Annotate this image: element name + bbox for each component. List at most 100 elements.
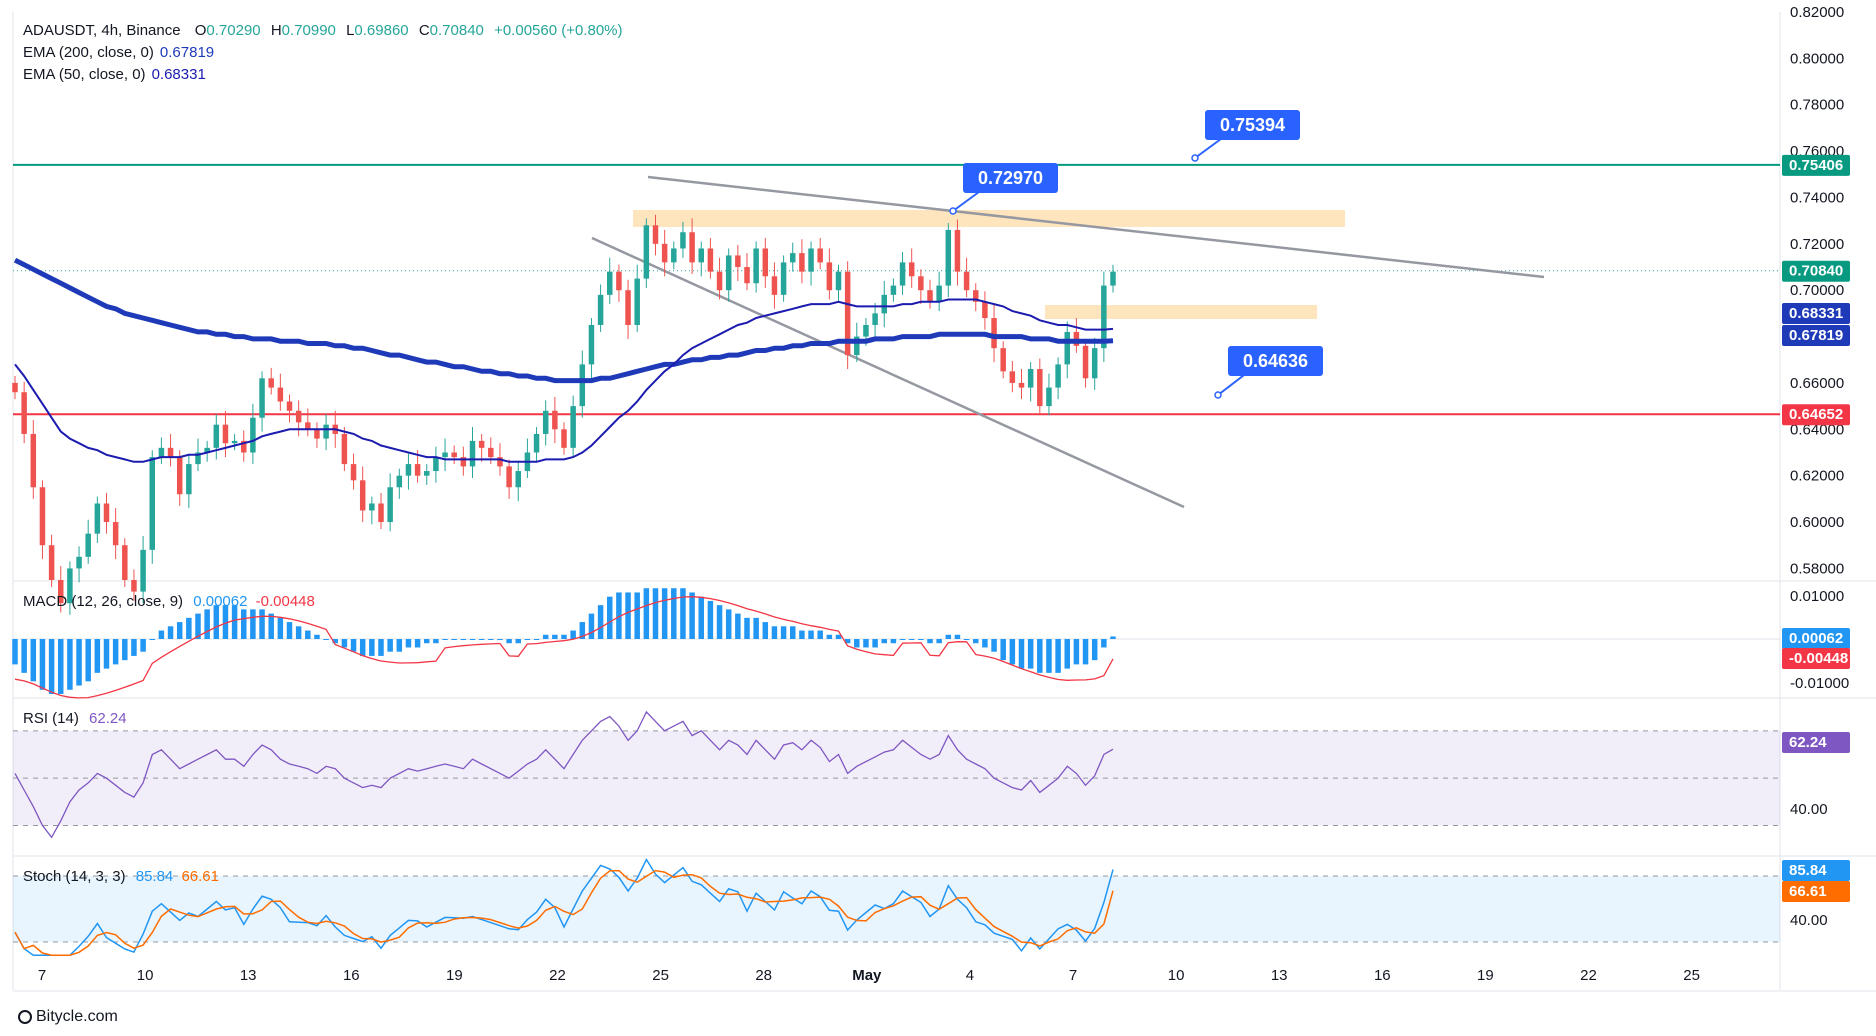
candle[interactable] <box>799 239 805 284</box>
candle[interactable] <box>991 304 997 363</box>
candle[interactable] <box>305 408 311 437</box>
candle[interactable] <box>698 241 704 277</box>
candle[interactable] <box>277 373 284 411</box>
candle[interactable] <box>131 569 137 601</box>
stoch-k-badge[interactable]: 85.84 <box>1782 860 1850 881</box>
candle[interactable] <box>176 450 183 506</box>
candle[interactable] <box>542 400 549 446</box>
callout-0-75394[interactable]: 0.75394 <box>1191 110 1300 162</box>
candle[interactable] <box>21 381 27 444</box>
candle[interactable] <box>817 238 823 270</box>
candle[interactable] <box>570 395 576 458</box>
candle[interactable] <box>259 371 265 432</box>
candle[interactable] <box>588 318 595 379</box>
candle[interactable] <box>158 437 165 465</box>
rsi-legend[interactable]: RSI (14) 62.24 <box>23 710 127 727</box>
upper-trendline[interactable] <box>647 175 1545 279</box>
symbol-label[interactable]: ADAUSDT, 4h, Binance <box>23 22 181 39</box>
candle[interactable] <box>872 302 878 337</box>
candle[interactable] <box>369 496 375 525</box>
candle[interactable] <box>1055 357 1061 400</box>
candle[interactable] <box>1046 373 1052 416</box>
candle[interactable] <box>826 248 833 300</box>
candle[interactable] <box>1091 337 1098 390</box>
ema50-line[interactable] <box>14 298 1114 463</box>
candle[interactable] <box>424 464 430 485</box>
ema50-legend[interactable]: EMA (50, close, 0) 0.68331 <box>23 64 206 86</box>
candle[interactable] <box>469 426 476 478</box>
ema50-price-badge[interactable]: 0.68331 <box>1782 303 1850 324</box>
candle[interactable] <box>1027 362 1034 402</box>
candle[interactable] <box>1064 321 1070 379</box>
candle[interactable] <box>945 222 952 298</box>
candle[interactable] <box>643 218 650 288</box>
candle[interactable] <box>286 394 293 423</box>
candle[interactable] <box>103 493 110 534</box>
candle[interactable] <box>405 453 412 490</box>
candle[interactable] <box>671 241 677 270</box>
candle[interactable] <box>268 367 274 395</box>
candle[interactable] <box>451 445 457 465</box>
candle[interactable] <box>808 241 814 286</box>
candle[interactable] <box>341 426 348 472</box>
ema200-price-badge[interactable]: 0.67819 <box>1782 325 1850 346</box>
candle[interactable] <box>295 400 302 437</box>
candle[interactable] <box>222 410 229 458</box>
candle[interactable] <box>936 271 942 312</box>
rsi-line[interactable] <box>14 710 1114 839</box>
resistance-price-badge[interactable]: 0.75406 <box>1782 154 1850 176</box>
candle[interactable] <box>1037 358 1043 414</box>
candle[interactable] <box>689 218 695 274</box>
candle[interactable] <box>652 214 659 256</box>
candle[interactable] <box>908 248 915 288</box>
candle[interactable] <box>625 279 631 339</box>
candle[interactable] <box>378 493 384 529</box>
candle[interactable] <box>744 253 750 291</box>
candle[interactable] <box>1018 369 1025 400</box>
candle[interactable] <box>58 566 64 613</box>
macd-value-badge[interactable]: 0.00062 <box>1782 628 1850 649</box>
stoch-d-badge[interactable]: 66.61 <box>1782 881 1850 902</box>
candle[interactable] <box>140 535 146 604</box>
candle[interactable] <box>314 422 320 448</box>
candle[interactable] <box>94 496 101 543</box>
candle[interactable] <box>433 446 439 483</box>
candle[interactable] <box>186 453 192 509</box>
callout-0-72970[interactable]: 0.72970 <box>949 163 1058 215</box>
candle[interactable] <box>982 291 988 330</box>
candle[interactable] <box>241 430 247 462</box>
candle[interactable] <box>607 257 613 305</box>
candle[interactable] <box>790 242 796 272</box>
macd-signal-badge[interactable]: -0.00448 <box>1782 648 1850 669</box>
candle[interactable] <box>973 283 979 312</box>
candle[interactable] <box>533 426 540 462</box>
candle[interactable] <box>204 440 210 462</box>
candle[interactable] <box>918 269 924 305</box>
candle[interactable] <box>762 238 769 288</box>
lower-trendline[interactable] <box>591 236 1185 509</box>
candle[interactable] <box>323 414 329 451</box>
candle[interactable] <box>890 278 897 302</box>
candle[interactable] <box>963 257 970 298</box>
candle[interactable] <box>579 350 586 418</box>
stoch-legend[interactable]: Stoch (14, 3, 3) 85.84 66.61 <box>23 868 219 885</box>
candle[interactable] <box>396 468 403 499</box>
candle[interactable] <box>881 280 887 328</box>
candle[interactable] <box>387 473 393 532</box>
candle[interactable] <box>552 396 558 444</box>
candle[interactable] <box>927 279 933 309</box>
candle[interactable] <box>1110 264 1116 293</box>
candle[interactable] <box>661 229 668 277</box>
macd-signal-line[interactable] <box>14 596 1114 699</box>
candle[interactable] <box>680 221 686 258</box>
candle[interactable] <box>213 414 220 460</box>
macd-legend[interactable]: MACD (12, 26, close, 9) 0.00062 -0.00448 <box>23 593 315 610</box>
candle[interactable] <box>835 264 842 302</box>
candle[interactable] <box>1073 318 1080 353</box>
candle[interactable] <box>67 561 73 615</box>
candle[interactable] <box>1101 271 1107 363</box>
candle[interactable] <box>716 257 723 300</box>
candle[interactable] <box>616 264 622 302</box>
candle[interactable] <box>597 284 604 332</box>
